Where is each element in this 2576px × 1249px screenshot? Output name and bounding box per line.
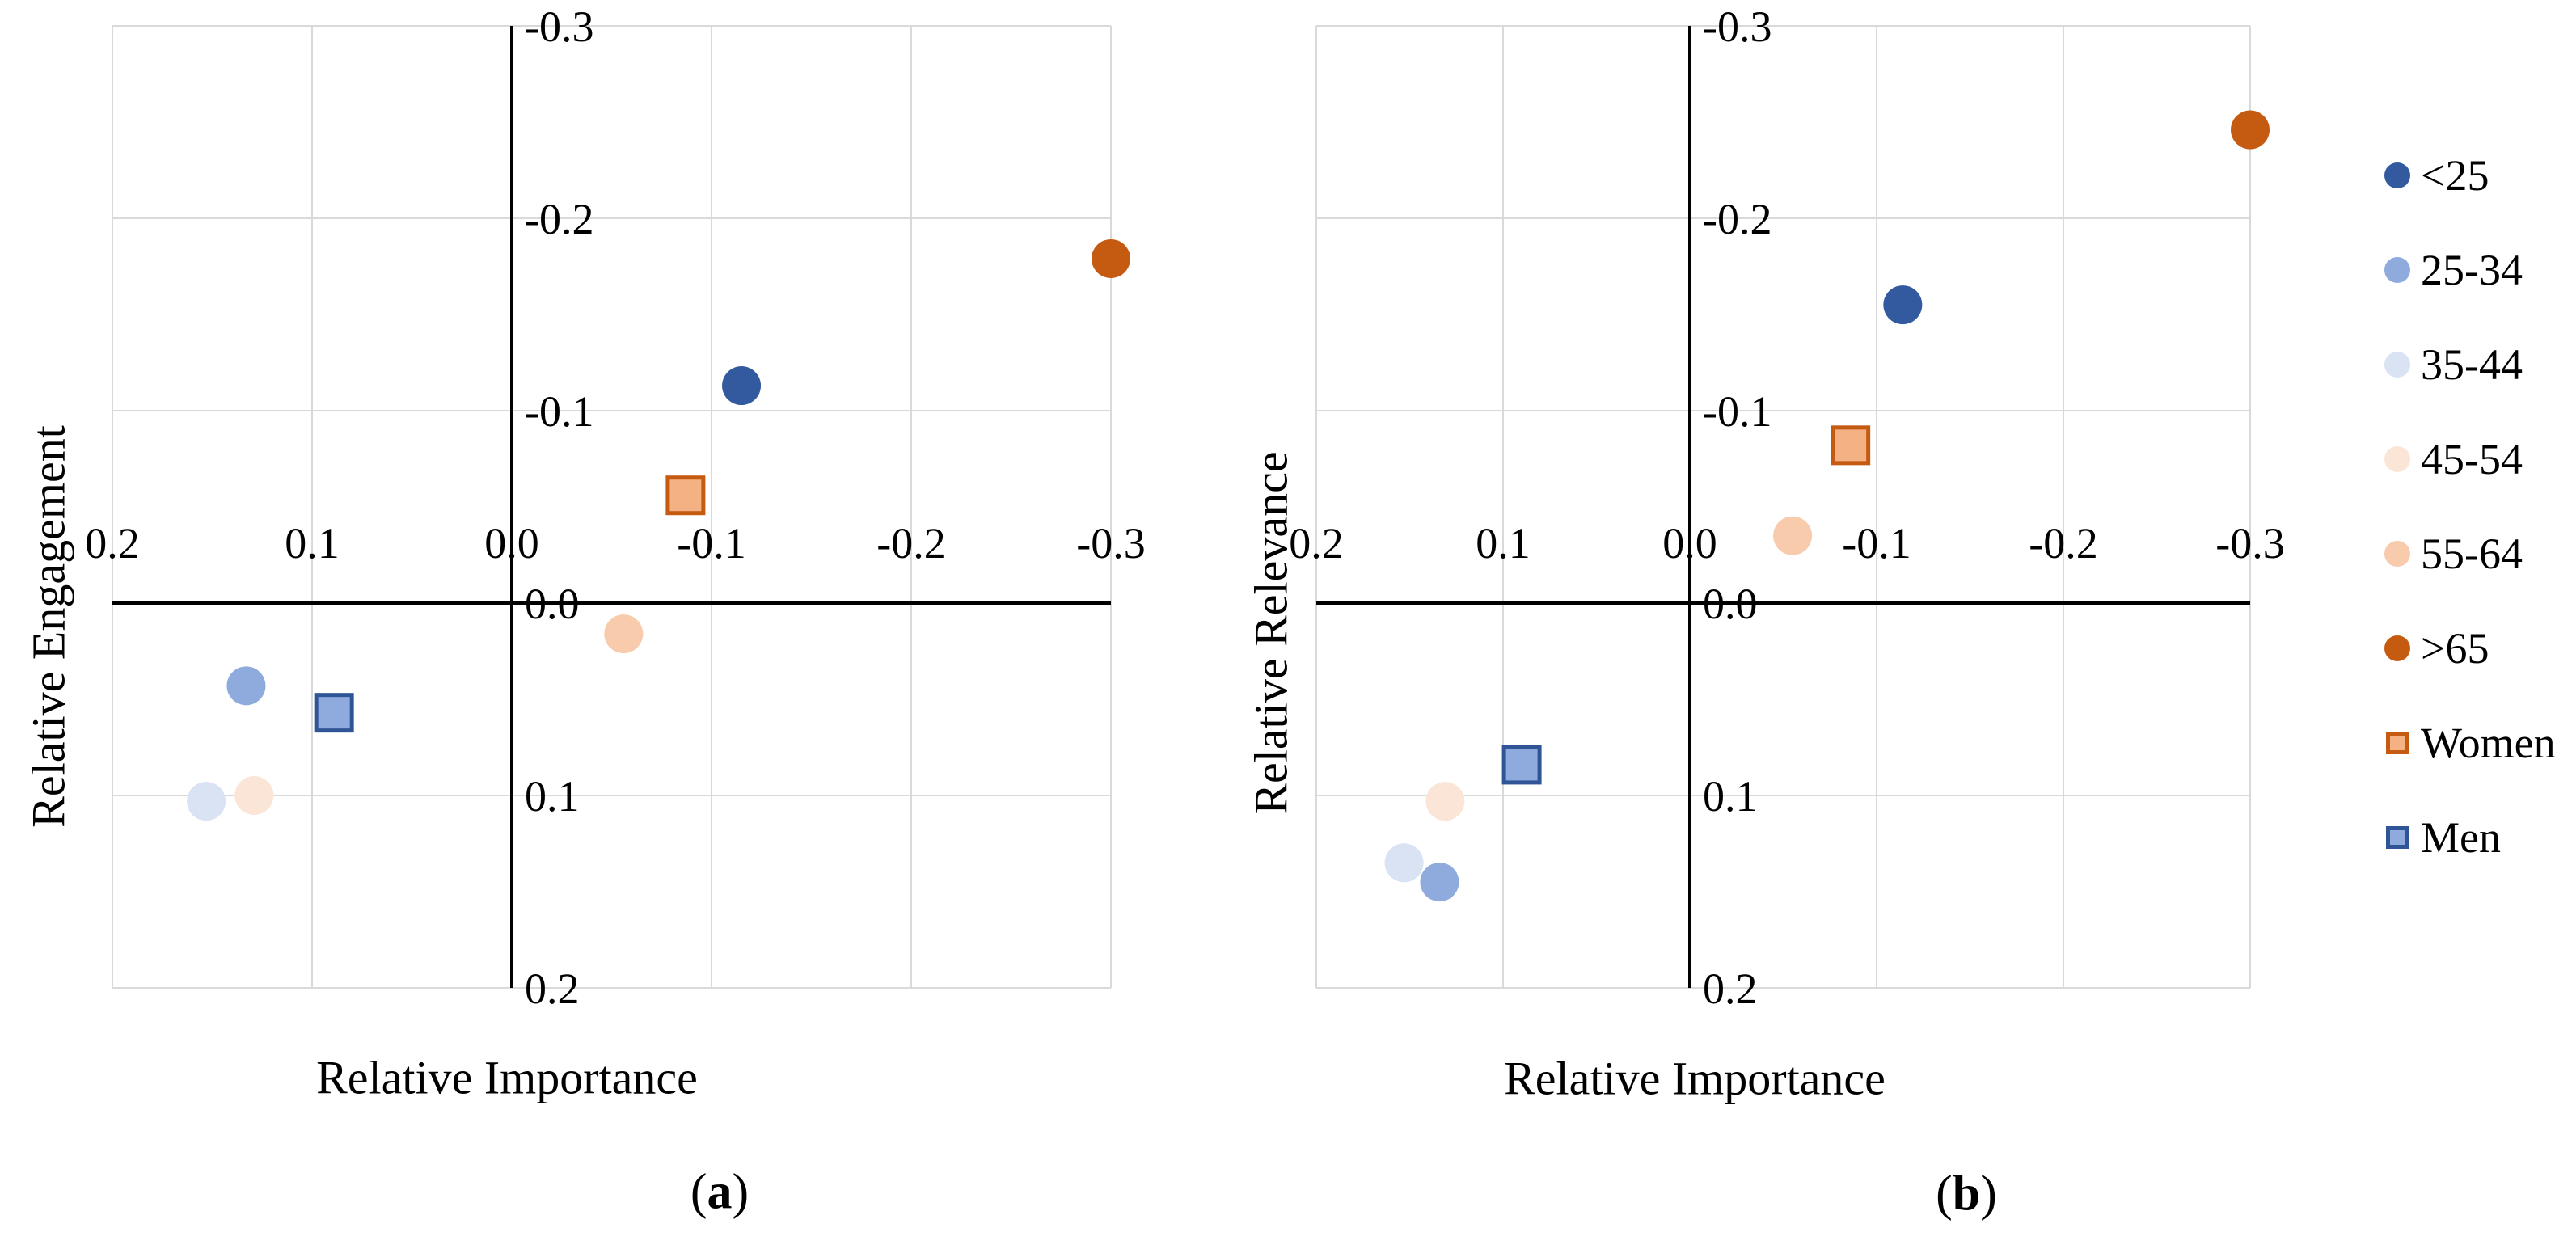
legend-label: Men	[2421, 813, 2501, 862]
point-a-65	[1092, 238, 1130, 278]
y-tick-label: 0.0	[1703, 580, 1758, 628]
y-tick-label: -0.3	[525, 2, 593, 51]
x-tick-label: 0.2	[1289, 519, 1344, 568]
x-tick-label: 0.1	[285, 519, 340, 568]
x-axis-title-b: Relative Importance	[1504, 1052, 1886, 1105]
legend-marker-45-54-icon	[2384, 445, 2411, 473]
legend-label: 35-44	[2421, 340, 2523, 389]
legend-label: Women	[2421, 719, 2556, 767]
x-tick-label: -0.3	[2215, 519, 2284, 568]
y-tick-label: 0.2	[1703, 964, 1758, 1013]
x-tick-label: -0.1	[677, 519, 745, 568]
point-a-women	[665, 475, 706, 516]
x-axis-title-a: Relative Importance	[316, 1051, 698, 1104]
y-tick-label: 0.0	[525, 580, 580, 628]
y-tick-label: 0.1	[525, 772, 580, 821]
caption-a-close: )	[732, 1164, 750, 1220]
point-b-men	[1501, 745, 1542, 785]
legend-label: 25-34	[2421, 246, 2523, 294]
caption-b-letter: b	[1952, 1166, 1981, 1222]
caption-b-open: (	[1936, 1166, 1953, 1222]
legend-marker-55-64-icon	[2384, 540, 2411, 568]
point-a-45-54	[234, 776, 274, 815]
point-a-55-64	[604, 614, 644, 654]
y-tick-label: 0.2	[525, 964, 580, 1013]
legend-item-women: Women	[2384, 719, 2556, 767]
x-tick-label: -0.2	[876, 519, 945, 568]
point-b-55-64	[1773, 516, 1813, 555]
x-tick-label: 0.0	[1662, 519, 1717, 568]
legend-label: 55-64	[2421, 530, 2523, 578]
legend-label: <25	[2421, 151, 2489, 200]
y-axis-title-b: Relative Relevance	[1244, 451, 1298, 815]
y-tick-label: -0.1	[525, 387, 593, 436]
y-tick-label: -0.1	[1703, 387, 1772, 436]
y-axis-title-a: Relative Engagement	[22, 425, 75, 828]
point-b-45-54	[1425, 782, 1465, 821]
x-tick-label: -0.1	[1842, 519, 1911, 568]
point-a-35-44	[187, 782, 226, 821]
y-tick-label: -0.2	[525, 195, 593, 243]
legend-marker-25-34-icon	[2384, 256, 2411, 284]
plot-a: 0.2 0.1 0.0 -0.1 -0.2 -0.3 -0.3 -0.2 -0.1 0.0 0.1 0…	[85, 2, 1145, 1013]
point-b-35-44	[1384, 843, 1424, 883]
legend-item-25-34: 25-34	[2384, 246, 2556, 294]
point-a-25-34	[226, 666, 266, 706]
point-b-25	[1883, 285, 1923, 325]
legend-marker-35-44-icon	[2384, 351, 2411, 378]
legend-marker-over-65-icon	[2384, 635, 2411, 662]
legend-marker-under-25-icon	[2384, 162, 2411, 189]
point-a-25	[722, 366, 762, 406]
caption-a: (a)	[690, 1164, 749, 1222]
legend-item-under-25: <25	[2384, 151, 2556, 200]
legend-item-55-64: 55-64	[2384, 530, 2556, 578]
caption-a-letter: a	[707, 1164, 733, 1220]
x-tick-label: -0.2	[2029, 519, 2097, 568]
x-tick-label: 0.0	[484, 519, 539, 568]
caption-a-open: (	[690, 1164, 707, 1220]
legend-item-45-54: 45-54	[2384, 435, 2556, 483]
caption-b: (b)	[1936, 1166, 1997, 1223]
legend-marker-men-icon	[2384, 824, 2411, 851]
x-tick-label: -0.3	[1076, 519, 1145, 568]
legend-item-men: Men	[2384, 813, 2556, 862]
plot-b: 0.2 0.1 0.0 -0.1 -0.2 -0.3 -0.3 -0.2 -0.1 0.0 0.1 0…	[1289, 2, 2284, 1013]
point-b-65	[2231, 110, 2270, 150]
legend-label: 45-54	[2421, 435, 2523, 483]
legend-item-35-44: 35-44	[2384, 340, 2556, 389]
y-tick-label: 0.1	[1703, 772, 1758, 821]
y-tick-label: -0.2	[1703, 195, 1772, 243]
legend-item-over-65: >65	[2384, 624, 2556, 673]
x-tick-label: 0.2	[85, 519, 140, 568]
point-b-women	[1831, 425, 1871, 466]
legend-marker-women-icon	[2384, 729, 2411, 757]
point-a-men	[314, 693, 354, 733]
point-b-25-34	[1420, 863, 1459, 902]
y-tick-label: -0.3	[1703, 2, 1772, 51]
x-tick-label: 0.1	[1476, 519, 1531, 568]
caption-b-close: )	[1980, 1166, 1997, 1222]
legend-label: >65	[2421, 624, 2489, 673]
legend: <25 25-34 35-44 45-54 55-64 >65 Women M	[2384, 151, 2556, 862]
